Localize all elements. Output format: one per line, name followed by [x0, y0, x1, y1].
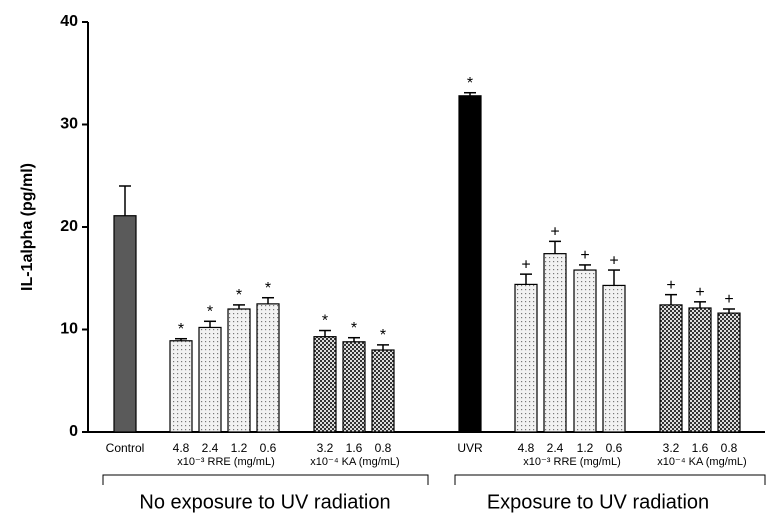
- significance-marker: +: [609, 252, 618, 269]
- significance-marker: +: [666, 277, 675, 294]
- bar: [169, 340, 193, 433]
- group-label: No exposure to UV radiation: [139, 491, 390, 513]
- x-tick-label: 0.6: [606, 441, 623, 455]
- subgroup-label: x10⁻⁴ KA (mg/mL): [310, 456, 399, 468]
- x-tick-label: 0.8: [375, 441, 392, 455]
- bar: [514, 283, 538, 433]
- significance-marker: *: [467, 75, 473, 92]
- significance-marker: +: [695, 284, 704, 301]
- significance-marker: *: [380, 327, 386, 344]
- bar: [688, 307, 712, 433]
- x-tick-label: 2.4: [547, 441, 564, 455]
- x-tick-label: 1.6: [692, 441, 709, 455]
- x-tick-label: 3.2: [317, 441, 334, 455]
- x-tick-label: 0.8: [721, 441, 738, 455]
- bar: [717, 312, 741, 433]
- significance-marker: *: [265, 280, 271, 297]
- bar: [659, 304, 683, 433]
- y-tick-label: 0: [69, 423, 78, 440]
- subgroup-label: x10⁻³ RRE (mg/mL): [523, 456, 621, 468]
- group-brackets: [102, 474, 766, 485]
- x-tick-label: 3.2: [663, 441, 680, 455]
- x-tick-label: 1.6: [346, 441, 363, 455]
- subgroup-label: x10⁻³ RRE (mg/mL): [177, 456, 275, 468]
- y-axis-label: IL-1alpha (pg/ml): [19, 163, 36, 291]
- x-tick-label: 4.8: [518, 441, 535, 455]
- bar: [342, 341, 366, 433]
- bar: [198, 326, 222, 433]
- significance-marker: *: [351, 320, 357, 337]
- bar: [256, 303, 280, 433]
- group-label: Exposure to UV radiation: [487, 491, 709, 513]
- significance-marker: +: [724, 291, 733, 308]
- significance-marker: +: [580, 247, 589, 264]
- bar: [113, 215, 137, 433]
- significance-marker: +: [550, 224, 559, 241]
- x-tick-label: 2.4: [202, 441, 219, 455]
- x-tick-label: 1.2: [231, 441, 248, 455]
- y-tick-label: 40: [60, 13, 78, 30]
- y-tick-label: 30: [60, 116, 78, 133]
- x-tick-label: Control: [106, 441, 145, 455]
- significance-marker: *: [322, 313, 328, 330]
- significance-marker: *: [207, 304, 213, 321]
- bar: [227, 308, 251, 433]
- bar: [573, 269, 597, 433]
- bar: [458, 95, 482, 433]
- bar: [371, 349, 395, 433]
- bar: [602, 284, 626, 433]
- bar: [543, 253, 567, 433]
- y-tick-label: 20: [60, 218, 78, 235]
- significance-marker: *: [236, 287, 242, 304]
- x-tick-label: 4.8: [173, 441, 190, 455]
- bar: [313, 336, 337, 433]
- significance-marker: +: [521, 256, 530, 273]
- significance-marker: *: [178, 321, 184, 338]
- y-tick-label: 10: [60, 321, 78, 338]
- x-tick-label: 1.2: [577, 441, 594, 455]
- subgroup-label: x10⁻⁴ KA (mg/mL): [657, 456, 746, 468]
- x-tick-label: 0.6: [260, 441, 277, 455]
- x-tick-label: UVR: [457, 441, 483, 455]
